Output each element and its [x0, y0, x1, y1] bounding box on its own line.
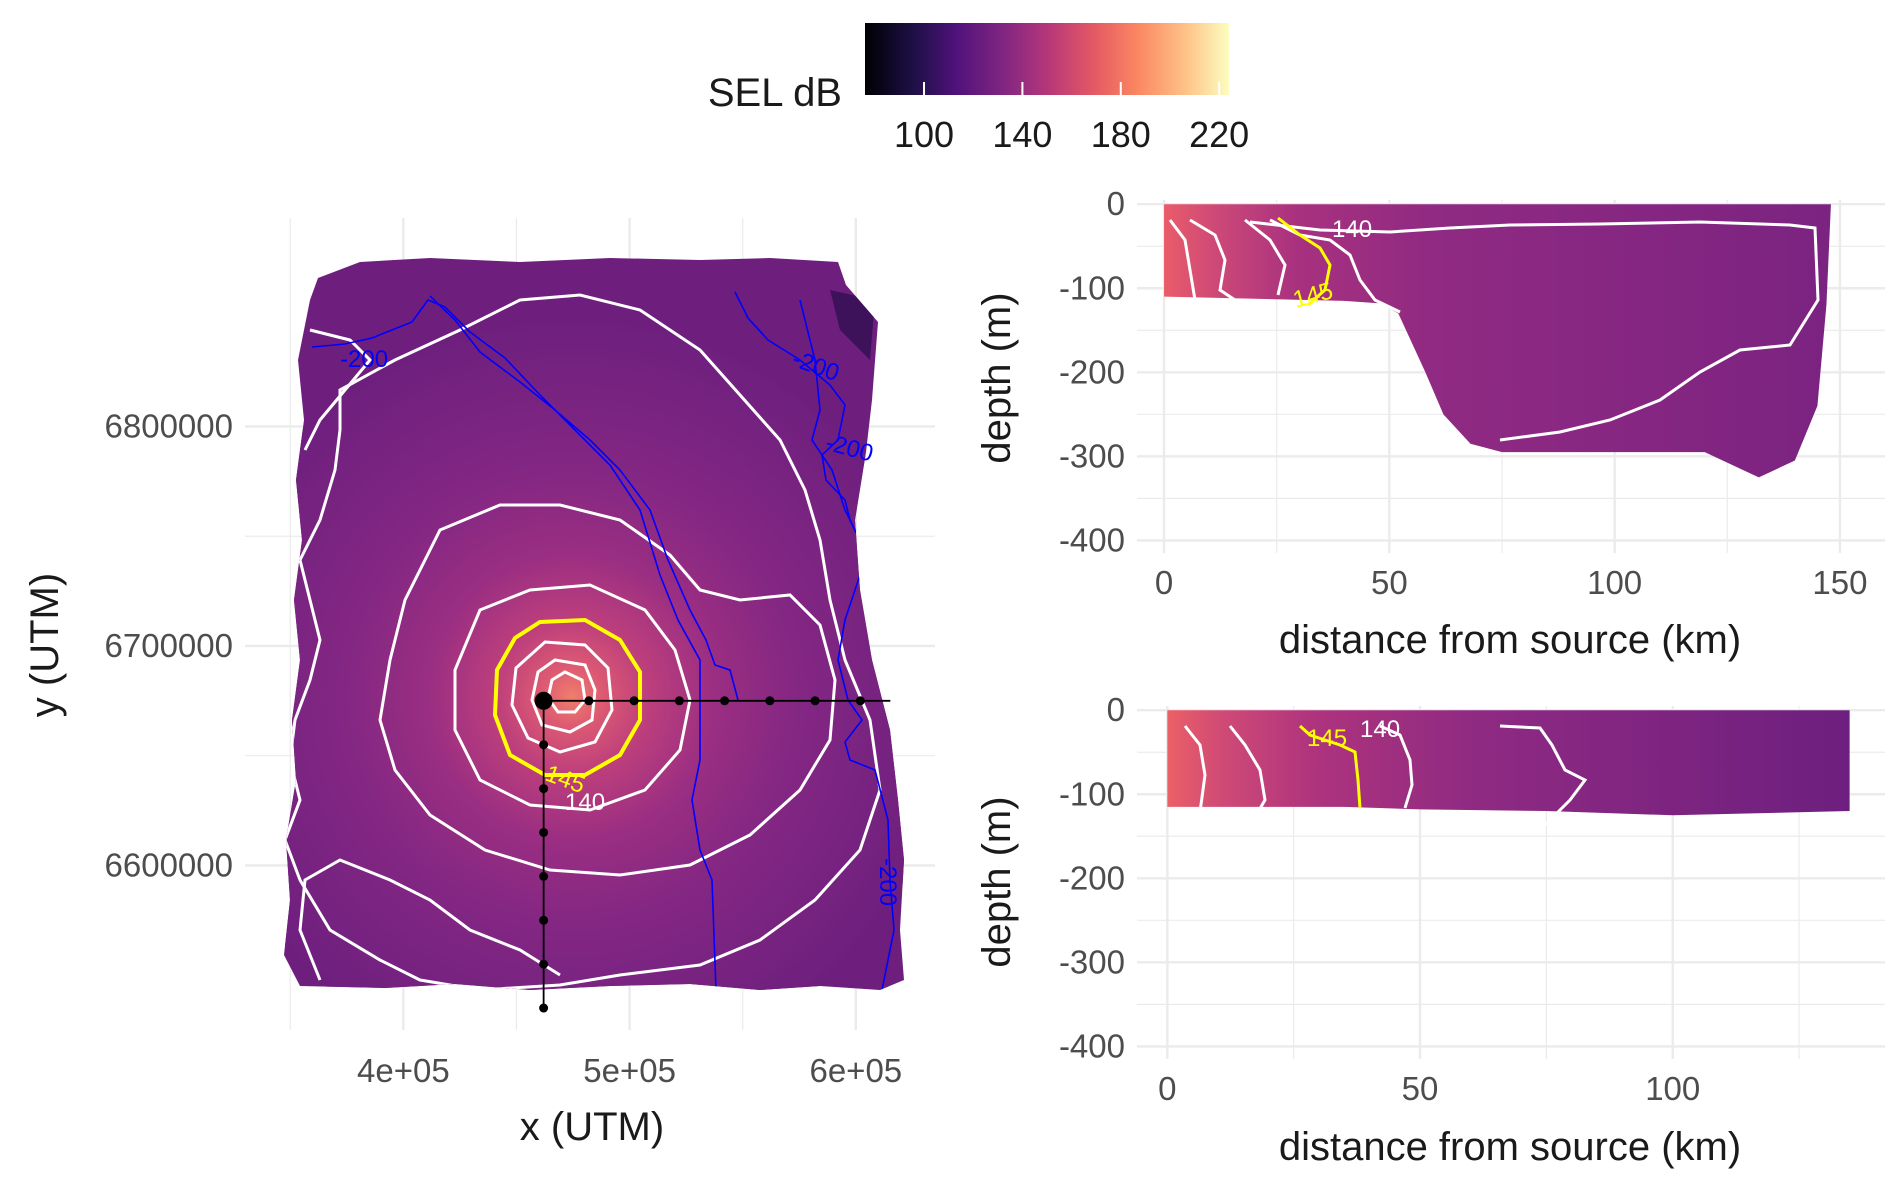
map-y-tick-label: 6700000: [105, 627, 233, 664]
section-south-x-tick-label: 100: [1645, 1070, 1700, 1107]
section-east-y-tick-label: -100: [1059, 269, 1125, 306]
section-south-y-tick-label: -200: [1059, 859, 1125, 896]
map-axes: 4e+05 5e+05 6e+05 6600000 6700000 6800000: [105, 407, 903, 1089]
sel-field-map: [284, 258, 904, 990]
sel-contour-170: [530, 658, 597, 734]
map-panel: -200 -200 -200 -200 145 140 4e+05 5e+05 6e…: [23, 218, 935, 1149]
transect-point: [539, 915, 549, 925]
sel-contour-highlight: [492, 617, 642, 777]
low-sel-patch: [830, 290, 875, 360]
map-x-axis-title: x (UTM): [520, 1105, 664, 1149]
section-east-contour-160: [1168, 219, 1197, 301]
section-east-contour-label-140: 140: [1332, 216, 1372, 243]
section-east-y-tick-label: -200: [1059, 353, 1125, 390]
transect-point: [539, 827, 549, 837]
section-east-y-tick-label: -400: [1059, 521, 1125, 558]
colorbar-tick-label: 220: [1189, 114, 1249, 155]
map-y-tick-label: 6600000: [105, 846, 233, 883]
transect-point: [539, 959, 549, 969]
section-east-contour-highlight: [1277, 216, 1332, 307]
sel-contour-165: [510, 640, 614, 754]
transect-point: [539, 1003, 549, 1013]
section-south-x-axis-title: distance from source (km): [1279, 1125, 1741, 1169]
section-east-x-tick-label: 150: [1812, 564, 1867, 601]
section-south-x-tick-label: 50: [1402, 1070, 1439, 1107]
transect-point: [539, 784, 549, 794]
section-east-x-tick-label: 100: [1587, 564, 1642, 601]
legend-title: SEL dB: [708, 71, 842, 115]
section-east-sel-field: [1164, 204, 1831, 478]
section-south-contour-160: [1183, 725, 1207, 813]
contour-label-140: 140: [565, 789, 605, 816]
bathymetry-label: -200: [874, 858, 901, 906]
section-east-contour-155: [1189, 218, 1236, 302]
transect-point: [765, 696, 775, 706]
bathymetry-label: -200: [340, 346, 388, 373]
bathymetry-line-left2: [429, 295, 739, 701]
section-south-contour-140: [1379, 724, 1414, 809]
section-east-y-axis-title: depth (m): [975, 292, 1019, 463]
sel-contour-outer: [298, 328, 561, 981]
section-east-x-tick-label: 0: [1155, 564, 1173, 601]
section-south-x-tick-label: 0: [1158, 1070, 1176, 1107]
section-south-contour-highlight: [1298, 724, 1362, 809]
section-south-contour-155: [1228, 725, 1267, 813]
transect-point: [584, 696, 594, 706]
section-south-panel: 145 140 0 50 100 0 -100 -200 -300 -400 distance…: [975, 691, 1885, 1169]
source-point: [534, 691, 553, 710]
section-east-axes: 0 50 100 150 0 -100 -200 -300 -400: [1059, 185, 1868, 601]
transect-point: [720, 696, 730, 706]
sel-contour-150: [378, 503, 837, 877]
map-x-tick-label: 5e+05: [583, 1052, 676, 1089]
section-south-y-tick-label: 0: [1107, 691, 1125, 728]
transect-point: [674, 696, 684, 706]
sel-contour-155: [453, 583, 692, 812]
bathymetry-line-left: [311, 299, 717, 990]
section-south-sel-field: [1167, 710, 1850, 816]
section-south-contour-label-140: 140: [1360, 716, 1400, 743]
section-south-y-tick-label: -100: [1059, 775, 1125, 812]
map-x-tick-label: 4e+05: [357, 1052, 450, 1089]
transect-point: [810, 696, 820, 706]
section-south-contour-label-145: 145: [1307, 725, 1347, 752]
transect-point: [539, 740, 549, 750]
colorbar-tick-label: 180: [1091, 114, 1151, 155]
section-south-y-axis-title: depth (m): [975, 796, 1019, 967]
sel-contour-175: [546, 670, 587, 714]
colorbar: [865, 23, 1229, 95]
transect-point: [539, 871, 549, 881]
transect-point: [629, 696, 639, 706]
colorbar-tick-label: 140: [992, 114, 1052, 155]
colorbar-ticks: 100 140 180 220: [894, 82, 1249, 155]
section-east-y-tick-label: 0: [1107, 185, 1125, 222]
map-y-axis-title: y (UTM): [23, 573, 67, 717]
sel-contour-big: [284, 293, 882, 990]
section-east-y-tick-label: -300: [1059, 437, 1125, 474]
section-south-axes: 0 50 100 0 -100 -200 -300 -400: [1059, 691, 1700, 1107]
map-x-tick-label: 6e+05: [809, 1052, 902, 1089]
sel-field-gradient: [284, 317, 904, 990]
colorbar-legend: SEL dB 100 140 180 220: [708, 23, 1249, 155]
colorbar-tick-label: 100: [894, 114, 954, 155]
section-east-contour-outer: [1249, 220, 1820, 442]
map-y-tick-label: 6800000: [105, 407, 233, 444]
section-east-contour-150: [1244, 218, 1287, 296]
section-south-contour-outer: [1499, 724, 1588, 827]
section-east-x-axis-title: distance from source (km): [1279, 618, 1741, 662]
section-south-y-tick-label: -400: [1059, 1027, 1125, 1064]
transect-point: [855, 696, 865, 706]
section-east-x-tick-label: 50: [1371, 564, 1408, 601]
section-south-y-tick-label: -300: [1059, 943, 1125, 980]
transect-lines: [534, 691, 891, 1013]
